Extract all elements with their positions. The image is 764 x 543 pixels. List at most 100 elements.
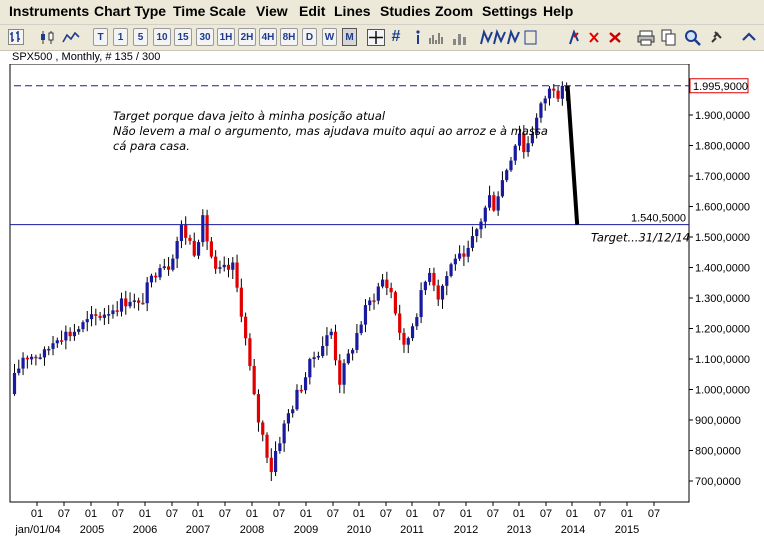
candle — [25, 355, 29, 369]
candle — [368, 297, 372, 311]
candle — [402, 328, 406, 353]
candle — [132, 293, 136, 309]
timescale-8h-button[interactable]: 8H — [280, 28, 298, 46]
menu-zoom[interactable]: Zoom — [435, 3, 474, 19]
timescale-1h-button[interactable]: 1H — [217, 28, 235, 46]
menu-edit[interactable]: Edit — [299, 3, 326, 19]
timescale-30-button[interactable]: 30 — [196, 28, 214, 46]
copy-icon[interactable] — [660, 29, 678, 46]
candle — [149, 273, 154, 288]
candle — [269, 448, 273, 482]
candle — [265, 432, 269, 464]
x-tick-label: 01 — [300, 508, 312, 520]
candle — [256, 389, 261, 432]
candle — [325, 327, 329, 356]
y-tick-label: 1.200,0000 — [695, 324, 750, 336]
pin-icon[interactable] — [708, 29, 724, 46]
menu-studies[interactable]: Studies — [380, 3, 431, 19]
x-tick-label: 01 — [85, 508, 97, 520]
annotation: Target porque dava jeito à minha posição… — [113, 109, 548, 153]
grid-toggle-button[interactable]: # — [391, 28, 401, 45]
candlestick-icon[interactable] — [39, 29, 57, 46]
toolbar: T 1 5 10 15 30 1H 2H 4H 8H D W M # — [0, 25, 764, 51]
bar-chart-icon[interactable] — [8, 29, 24, 46]
candle — [556, 86, 560, 102]
candle — [162, 258, 166, 271]
candle — [218, 260, 222, 274]
candle — [137, 297, 141, 311]
candle — [239, 278, 243, 323]
histogram-icon[interactable] — [450, 29, 470, 46]
candle — [321, 336, 325, 358]
x-tick-label: 07 — [380, 508, 392, 520]
candle — [51, 335, 55, 356]
x-tick-label: 07 — [58, 508, 70, 520]
candle — [453, 254, 457, 271]
x-tick-label: 01 — [513, 508, 525, 520]
timescale-t-button[interactable]: T — [93, 28, 108, 46]
candle — [231, 257, 235, 279]
menu-lines[interactable]: Lines — [334, 3, 371, 19]
expand-icon[interactable] — [740, 29, 758, 46]
x-tick-label: 07 — [166, 508, 178, 520]
timescale-w-button[interactable]: W — [322, 28, 337, 46]
print-icon[interactable] — [637, 29, 657, 46]
candle — [445, 271, 449, 296]
candle — [85, 310, 89, 332]
year-label: 2009 — [294, 524, 318, 536]
menu-help[interactable]: Help — [543, 3, 574, 19]
candle — [107, 305, 111, 325]
candle — [543, 95, 547, 111]
crosshair-icon[interactable] — [367, 29, 385, 46]
candle — [94, 308, 98, 326]
x-tick-label: 07 — [219, 508, 231, 520]
candle — [470, 226, 475, 252]
x-tick-label: 01 — [460, 508, 472, 520]
candle — [196, 239, 201, 260]
info-icon[interactable] — [412, 29, 424, 46]
candle — [124, 290, 128, 315]
x-tick-label: 07 — [273, 508, 285, 520]
menu-settings[interactable]: Settings — [482, 3, 538, 19]
target-price-label: 1.540,5000 — [631, 213, 686, 225]
candle — [466, 240, 470, 263]
year-label: 2006 — [133, 524, 157, 536]
zoom-icon[interactable] — [684, 29, 702, 46]
candle — [72, 323, 77, 341]
y-tick-label: 1.600,0000 — [695, 202, 750, 214]
candle — [188, 234, 192, 245]
timescale-1-button[interactable]: 1 — [113, 28, 128, 46]
candle — [500, 171, 505, 198]
timescale-2h-button[interactable]: 2H — [238, 28, 256, 46]
candle — [333, 324, 338, 366]
timescale-5-button[interactable]: 5 — [133, 28, 148, 46]
candle — [522, 125, 526, 159]
tick-volume-icon[interactable] — [428, 29, 446, 46]
draw-tools-icon[interactable] — [478, 29, 538, 46]
candle — [248, 333, 252, 371]
candle — [329, 328, 333, 339]
menu-view[interactable]: View — [256, 3, 288, 19]
candle — [21, 352, 25, 376]
timescale-m-button[interactable]: M — [342, 28, 357, 46]
timescale-4h-button[interactable]: 4H — [259, 28, 277, 46]
menu-chart-type[interactable]: Chart Type — [94, 3, 167, 19]
target-trend-line[interactable] — [565, 85, 580, 225]
x-tick-label: 01 — [353, 508, 365, 520]
chart-area[interactable]: 700,0000 800,0000 900,0000 1.000,0000 1.100,… — [0, 64, 764, 543]
timescale-10-button[interactable]: 10 — [153, 28, 171, 46]
candle — [291, 405, 295, 418]
candle — [539, 101, 543, 123]
menu-time-scale[interactable]: Time Scale — [173, 3, 246, 19]
timescale-d-button[interactable]: D — [302, 28, 317, 46]
delete-icon[interactable] — [568, 29, 632, 46]
year-label: 2012 — [454, 524, 478, 536]
menu-instruments[interactable]: Instruments — [9, 3, 90, 19]
y-tick-label: 1.700,0000 — [695, 171, 750, 183]
candle — [222, 256, 226, 272]
candle — [252, 359, 256, 396]
candle — [115, 301, 119, 317]
timescale-15-button[interactable]: 15 — [174, 28, 192, 46]
line-chart-icon[interactable] — [62, 29, 80, 46]
candle — [351, 347, 355, 361]
